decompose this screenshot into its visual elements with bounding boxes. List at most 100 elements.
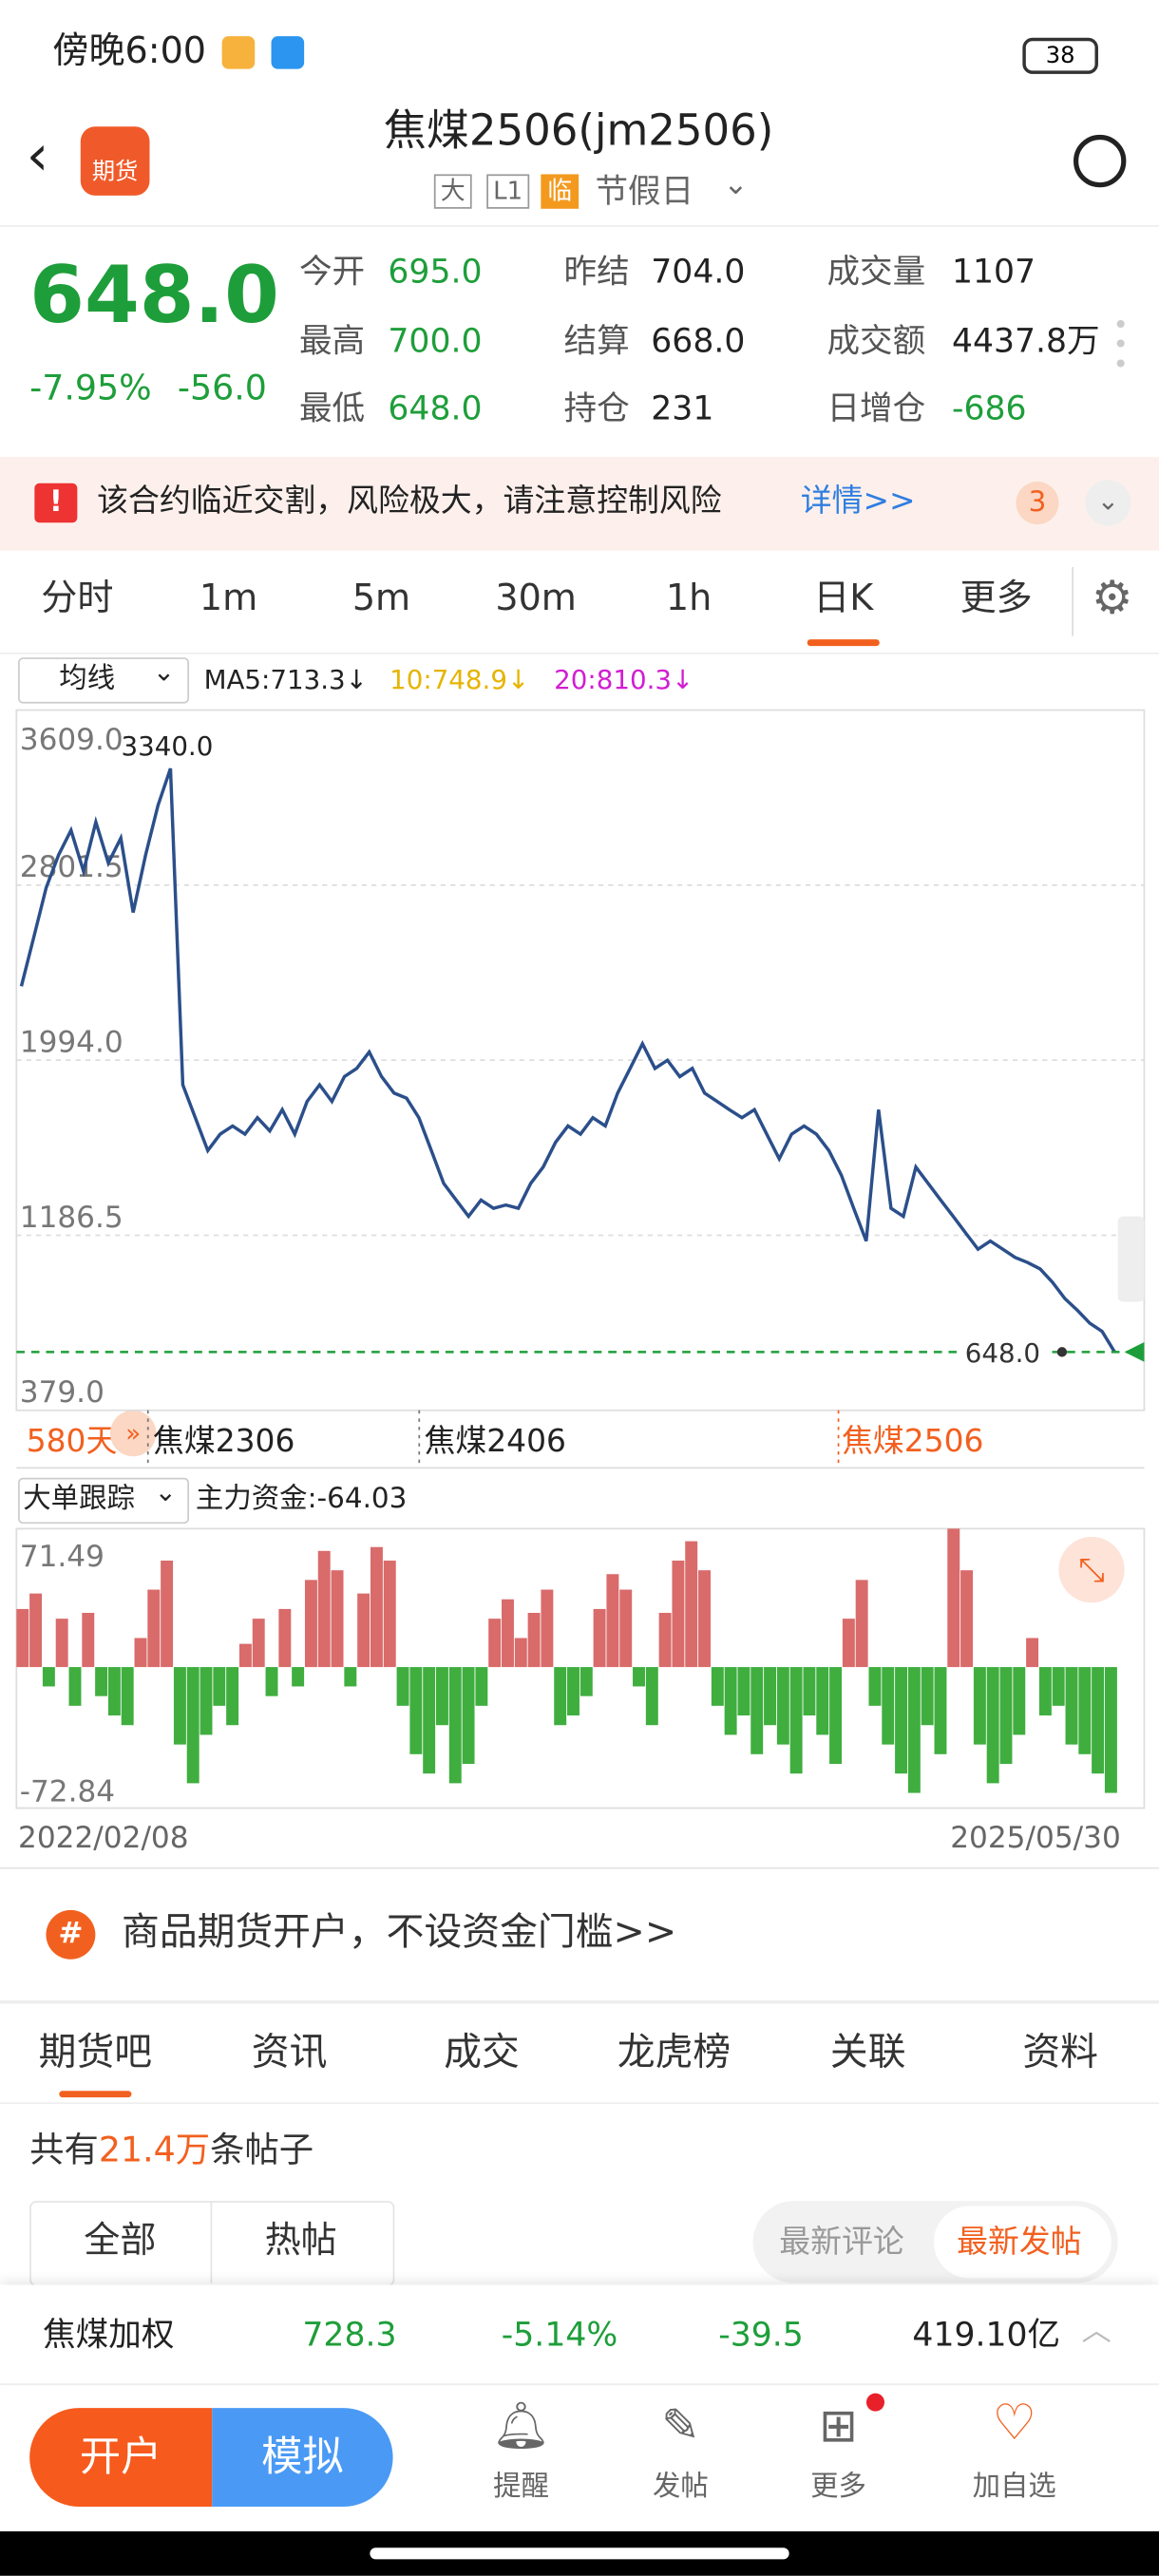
tag: 大 xyxy=(433,174,472,209)
settings-button[interactable]: ⚙ xyxy=(1092,570,1133,625)
field-value: 668.0 xyxy=(651,320,746,360)
last-marker xyxy=(1124,1341,1145,1362)
flow-bar xyxy=(685,1541,698,1668)
nav-icon: ♡ xyxy=(992,2395,1036,2453)
fullscreen-button[interactable]: ⤡ xyxy=(1058,1537,1125,1603)
flow-select[interactable] xyxy=(18,1477,190,1525)
field-label: 成交量 xyxy=(826,251,926,292)
divider xyxy=(0,2000,1159,2004)
sort-option[interactable]: 最新评论 xyxy=(779,2224,904,2261)
nav-item[interactable]: 更多 xyxy=(810,2470,866,2504)
content-tab[interactable]: 资讯 xyxy=(251,2031,328,2074)
nav-icon: ⊞ xyxy=(819,2397,858,2453)
field-value: -686 xyxy=(951,388,1027,427)
content-tab[interactable]: 成交 xyxy=(444,2031,520,2074)
nav-item[interactable]: 发帖 xyxy=(653,2470,709,2504)
flow-bar xyxy=(42,1667,55,1687)
period-tab[interactable]: 分时 xyxy=(41,578,114,620)
flow-bar xyxy=(541,1589,554,1668)
divider xyxy=(210,2201,213,2283)
flow-bar xyxy=(567,1667,580,1716)
period-tab[interactable]: 1m xyxy=(199,578,258,620)
flow-bar xyxy=(829,1667,843,1764)
contract-label: 焦煤2506 xyxy=(842,1423,984,1460)
field-label: 日增仓 xyxy=(826,388,926,427)
last-dot xyxy=(1056,1347,1068,1357)
filter-active[interactable]: 全部 xyxy=(84,2220,157,2263)
flow-bar xyxy=(750,1667,764,1754)
indicator-name: 均线 xyxy=(59,662,116,696)
expand-button[interactable]: » xyxy=(109,1410,157,1457)
flow-bar xyxy=(317,1550,331,1668)
simulate-button[interactable]: 模拟 xyxy=(212,2408,393,2508)
flow-bar xyxy=(186,1667,200,1784)
dropdown-arrow: ⌄ xyxy=(154,1475,177,1507)
battery: 38 xyxy=(1022,37,1098,74)
flow-bar xyxy=(645,1667,658,1726)
ad-icon: # xyxy=(46,1909,96,1960)
search-button[interactable] xyxy=(1074,134,1127,188)
flow-bar xyxy=(1078,1667,1092,1754)
flow-bar xyxy=(882,1667,895,1745)
flow-bar xyxy=(842,1619,855,1668)
flow-bar xyxy=(462,1667,475,1764)
flow-bar xyxy=(488,1619,502,1668)
price-line xyxy=(19,767,1116,1354)
divider xyxy=(1072,567,1074,636)
flow-bar xyxy=(134,1638,147,1668)
ticker-bar[interactable] xyxy=(0,2284,1159,2384)
collapse-button[interactable]: ⌄ xyxy=(1085,480,1131,526)
flow-bar xyxy=(737,1667,750,1716)
ticker-change-pct: -5.14% xyxy=(501,2314,618,2355)
sort-option-active[interactable]: 最新发帖 xyxy=(957,2224,1082,2261)
badge-dot xyxy=(865,2393,885,2412)
nav-item[interactable]: 提醒 xyxy=(493,2470,549,2504)
post-prefix: 共有 xyxy=(29,2130,99,2170)
flow-bar xyxy=(265,1667,278,1696)
flow-bar xyxy=(55,1619,68,1668)
flow-bar xyxy=(396,1667,409,1706)
content-tab[interactable]: 关联 xyxy=(829,2031,906,2074)
period-tab[interactable]: 1h xyxy=(665,578,712,620)
y-tick-label: 3609.0 xyxy=(20,723,124,757)
y-tick-label: 1994.0 xyxy=(20,1026,124,1060)
nav-item[interactable]: 加自选 xyxy=(972,2470,1056,2504)
flow-bar xyxy=(475,1667,488,1706)
content-tab[interactable]: 资料 xyxy=(1022,2031,1098,2074)
flow-bar xyxy=(816,1667,829,1735)
period-tab[interactable]: 更多 xyxy=(960,578,1033,620)
indicator-select[interactable] xyxy=(18,657,190,704)
period-tab-active[interactable]: 日K xyxy=(813,578,874,620)
ad-text[interactable]: 商品期货开户，不设资金门槛>> xyxy=(122,1911,677,1955)
content-tab-active[interactable]: 期货吧 xyxy=(38,2031,153,2074)
more-dots[interactable]: • • • xyxy=(1112,309,1129,380)
flow-bar xyxy=(304,1580,317,1668)
flow-bar xyxy=(658,1613,672,1668)
chart-frame xyxy=(15,709,1146,1411)
field-value: 700.0 xyxy=(388,320,483,360)
gesture-bar xyxy=(370,2548,789,2560)
last-price: 648.0 xyxy=(29,250,279,342)
flow-bar xyxy=(711,1667,724,1706)
period-tab[interactable]: 5m xyxy=(352,578,411,620)
content-tab[interactable]: 龙虎榜 xyxy=(617,2031,732,2074)
change-pct: -7.95% xyxy=(29,368,152,408)
filter[interactable]: 热帖 xyxy=(264,2220,337,2263)
field-value: 1107 xyxy=(951,251,1036,292)
flow-bar xyxy=(698,1570,711,1668)
open-account-button[interactable]: 开户 xyxy=(29,2408,213,2508)
flow-bar xyxy=(213,1667,226,1706)
flow-bar xyxy=(29,1593,43,1668)
flow-bar xyxy=(226,1667,239,1726)
period-tab[interactable]: 30m xyxy=(495,578,577,620)
flow-bar xyxy=(502,1599,514,1668)
back-button[interactable]: ‹ xyxy=(26,123,49,190)
ticker-expand[interactable]: ︿ xyxy=(1081,2314,1112,2349)
flow-bar xyxy=(1065,1667,1078,1745)
tab-underline xyxy=(59,2091,132,2098)
y-tick-label: 71.49 xyxy=(20,1540,104,1574)
alert-link[interactable]: 详情>> xyxy=(800,483,916,520)
flow-bar xyxy=(1092,1667,1105,1774)
session-select[interactable]: 节假日 xyxy=(595,170,694,211)
sort-active-bg xyxy=(933,2206,1112,2279)
